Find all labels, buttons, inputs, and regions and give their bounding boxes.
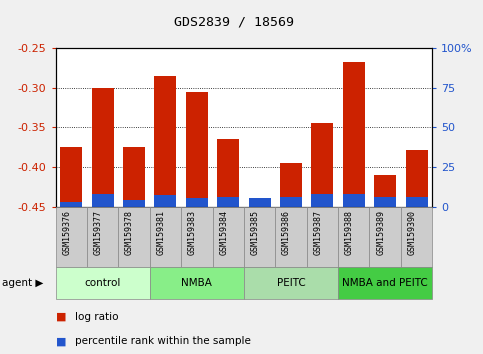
Bar [307,207,338,267]
Bar [155,76,176,207]
Text: GSM159385: GSM159385 [251,210,260,255]
Text: percentile rank within the sample: percentile rank within the sample [75,336,251,346]
Bar [186,198,208,207]
Bar [56,267,150,299]
Text: GSM159389: GSM159389 [376,210,385,255]
Bar [249,198,270,207]
Text: GSM159387: GSM159387 [313,210,323,255]
Text: ■: ■ [56,312,66,321]
Text: PEITC: PEITC [277,278,305,288]
Text: agent ▶: agent ▶ [2,278,44,288]
Text: log ratio: log ratio [75,312,118,321]
Bar [343,194,365,207]
Bar [213,207,244,267]
Bar [56,207,87,267]
Bar [312,194,333,207]
Bar [249,199,270,207]
Text: ■: ■ [56,336,66,346]
Text: GSM159384: GSM159384 [219,210,228,255]
Text: GSM159376: GSM159376 [62,210,71,255]
Text: GSM159390: GSM159390 [408,210,416,255]
Bar [92,88,114,207]
Bar [60,147,82,207]
Text: GDS2839 / 18569: GDS2839 / 18569 [174,16,294,29]
Bar [374,175,396,207]
Bar [401,207,432,267]
Bar [92,194,114,207]
Bar [244,207,275,267]
Bar [123,147,145,207]
Bar [374,197,396,207]
Bar [406,197,427,207]
Text: GSM159381: GSM159381 [156,210,165,255]
Bar [186,92,208,207]
Text: GSM159378: GSM159378 [125,210,134,255]
Text: GSM159388: GSM159388 [345,210,354,255]
Text: GSM159383: GSM159383 [188,210,197,255]
Bar [406,150,427,207]
Text: GSM159377: GSM159377 [94,210,103,255]
Bar [275,207,307,267]
Bar [217,197,239,207]
Bar [343,62,365,207]
Bar [123,200,145,207]
Bar [312,124,333,207]
Bar [150,207,181,267]
Bar [217,139,239,207]
Bar [118,207,150,267]
Bar [181,207,213,267]
Text: GSM159386: GSM159386 [282,210,291,255]
Bar [87,207,118,267]
Bar [244,267,338,299]
Bar [280,163,302,207]
Bar [338,207,369,267]
Bar [338,267,432,299]
Bar [150,267,244,299]
Text: NMBA: NMBA [182,278,212,288]
Text: control: control [85,278,121,288]
Bar [280,197,302,207]
Bar [60,201,82,207]
Text: NMBA and PEITC: NMBA and PEITC [342,278,428,288]
Bar [369,207,401,267]
Bar [155,195,176,207]
